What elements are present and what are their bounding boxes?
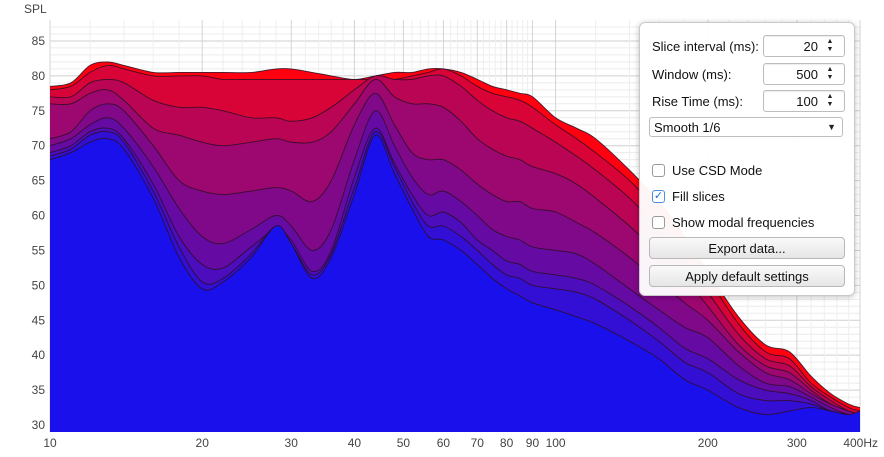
chart-slices	[49, 61, 861, 433]
settings-panel: Slice interval (ms): ▲▼ Window (ms): ▲▼ …	[639, 22, 855, 296]
rise-time-spinner[interactable]: ▲▼	[763, 90, 845, 112]
use-csd-row[interactable]: Use CSD Mode	[652, 159, 762, 181]
modal-frequencies-label: Show modal frequencies	[672, 214, 815, 230]
y-tick-label: 35	[32, 383, 46, 397]
rise-time-input[interactable]	[764, 93, 820, 109]
y-tick-label: 60	[32, 209, 46, 223]
rise-time-row: Rise Time (ms):	[652, 90, 743, 112]
use-csd-checkbox[interactable]	[652, 163, 665, 177]
spinner-arrows-icon[interactable]: ▲ ▼	[826, 93, 834, 108]
window-label: Window (ms):	[652, 66, 732, 82]
slice-line-6	[49, 127, 861, 416]
fill-slices-row[interactable]: ✓ Fill slices	[652, 185, 725, 207]
x-tick-label: 90	[526, 436, 540, 450]
y-tick-label: 50	[32, 278, 46, 292]
y-tick-label: 45	[32, 313, 46, 327]
fill-slices-label: Fill slices	[672, 188, 725, 204]
apply-default-settings-button[interactable]: Apply default settings	[649, 265, 845, 287]
x-tick-label: 60	[437, 436, 451, 450]
slice-fill-8	[50, 134, 860, 432]
y-tick-label: 70	[32, 139, 46, 153]
x-tick-label: 30	[285, 436, 299, 450]
y-tick-label: 40	[32, 348, 46, 362]
x-tick-label: 20	[196, 436, 210, 450]
rise-time-label: Rise Time (ms):	[652, 93, 743, 109]
slice-interval-input[interactable]	[764, 38, 820, 54]
slice-line-1	[49, 64, 861, 412]
export-data-button[interactable]: Export data...	[649, 237, 845, 259]
y-tick-label: 65	[32, 174, 46, 188]
slice-line-4	[49, 92, 861, 415]
y-axis-label: SPL	[24, 2, 47, 16]
x-tick-label: 400Hz	[843, 436, 878, 450]
y-tick-label: 85	[32, 34, 46, 48]
y-tick-label: 30	[32, 418, 46, 432]
slice-line-7	[49, 130, 861, 416]
use-csd-label: Use CSD Mode	[672, 162, 763, 178]
x-tick-label: 80	[500, 436, 514, 450]
smoothing-value: Smooth 1/6	[654, 119, 721, 135]
slice-interval-row: Slice interval (ms):	[652, 35, 842, 57]
slice-interval-label: Slice interval (ms):	[652, 38, 759, 54]
x-tick-label: 50	[397, 436, 411, 450]
slice-line-5	[49, 110, 861, 416]
x-tick-label: 10	[43, 436, 57, 450]
window-input[interactable]	[764, 66, 820, 82]
x-axis-ticks: 10 20 30 40 50 60 70 80 90 100 200 300 400Hz	[43, 436, 878, 450]
x-tick-label: 40	[348, 436, 362, 450]
fill-slices-checkbox[interactable]: ✓	[652, 189, 665, 203]
spinner-arrows-icon[interactable]: ▲ ▼	[826, 38, 834, 53]
smoothing-select[interactable]: Smooth 1/6 ▼	[649, 117, 843, 137]
x-tick-label: 200	[698, 436, 718, 450]
spinner-arrows-icon[interactable]: ▲ ▼	[826, 66, 834, 81]
x-tick-label: 100	[546, 436, 566, 450]
y-axis-ticks: 85 80 75 70 65 60 55 50 45 40 35 30	[32, 34, 46, 432]
slice-line-3	[49, 78, 861, 415]
modal-frequencies-checkbox[interactable]	[652, 215, 665, 229]
modal-frequencies-row[interactable]: Show modal frequencies	[652, 211, 814, 233]
slice-line-8	[49, 134, 861, 416]
window-row: Window (ms):	[652, 63, 731, 85]
x-tick-label: 300	[787, 436, 807, 450]
chevron-down-icon: ▼	[827, 122, 836, 132]
slice-interval-spinner[interactable]: ▲▼	[763, 35, 845, 57]
slice-line-2	[49, 74, 861, 415]
window-spinner[interactable]: ▲▼	[763, 63, 845, 85]
y-tick-label: 55	[32, 243, 46, 257]
y-tick-label: 75	[32, 104, 46, 118]
x-tick-label: 70	[471, 436, 485, 450]
y-tick-label: 80	[32, 69, 46, 83]
